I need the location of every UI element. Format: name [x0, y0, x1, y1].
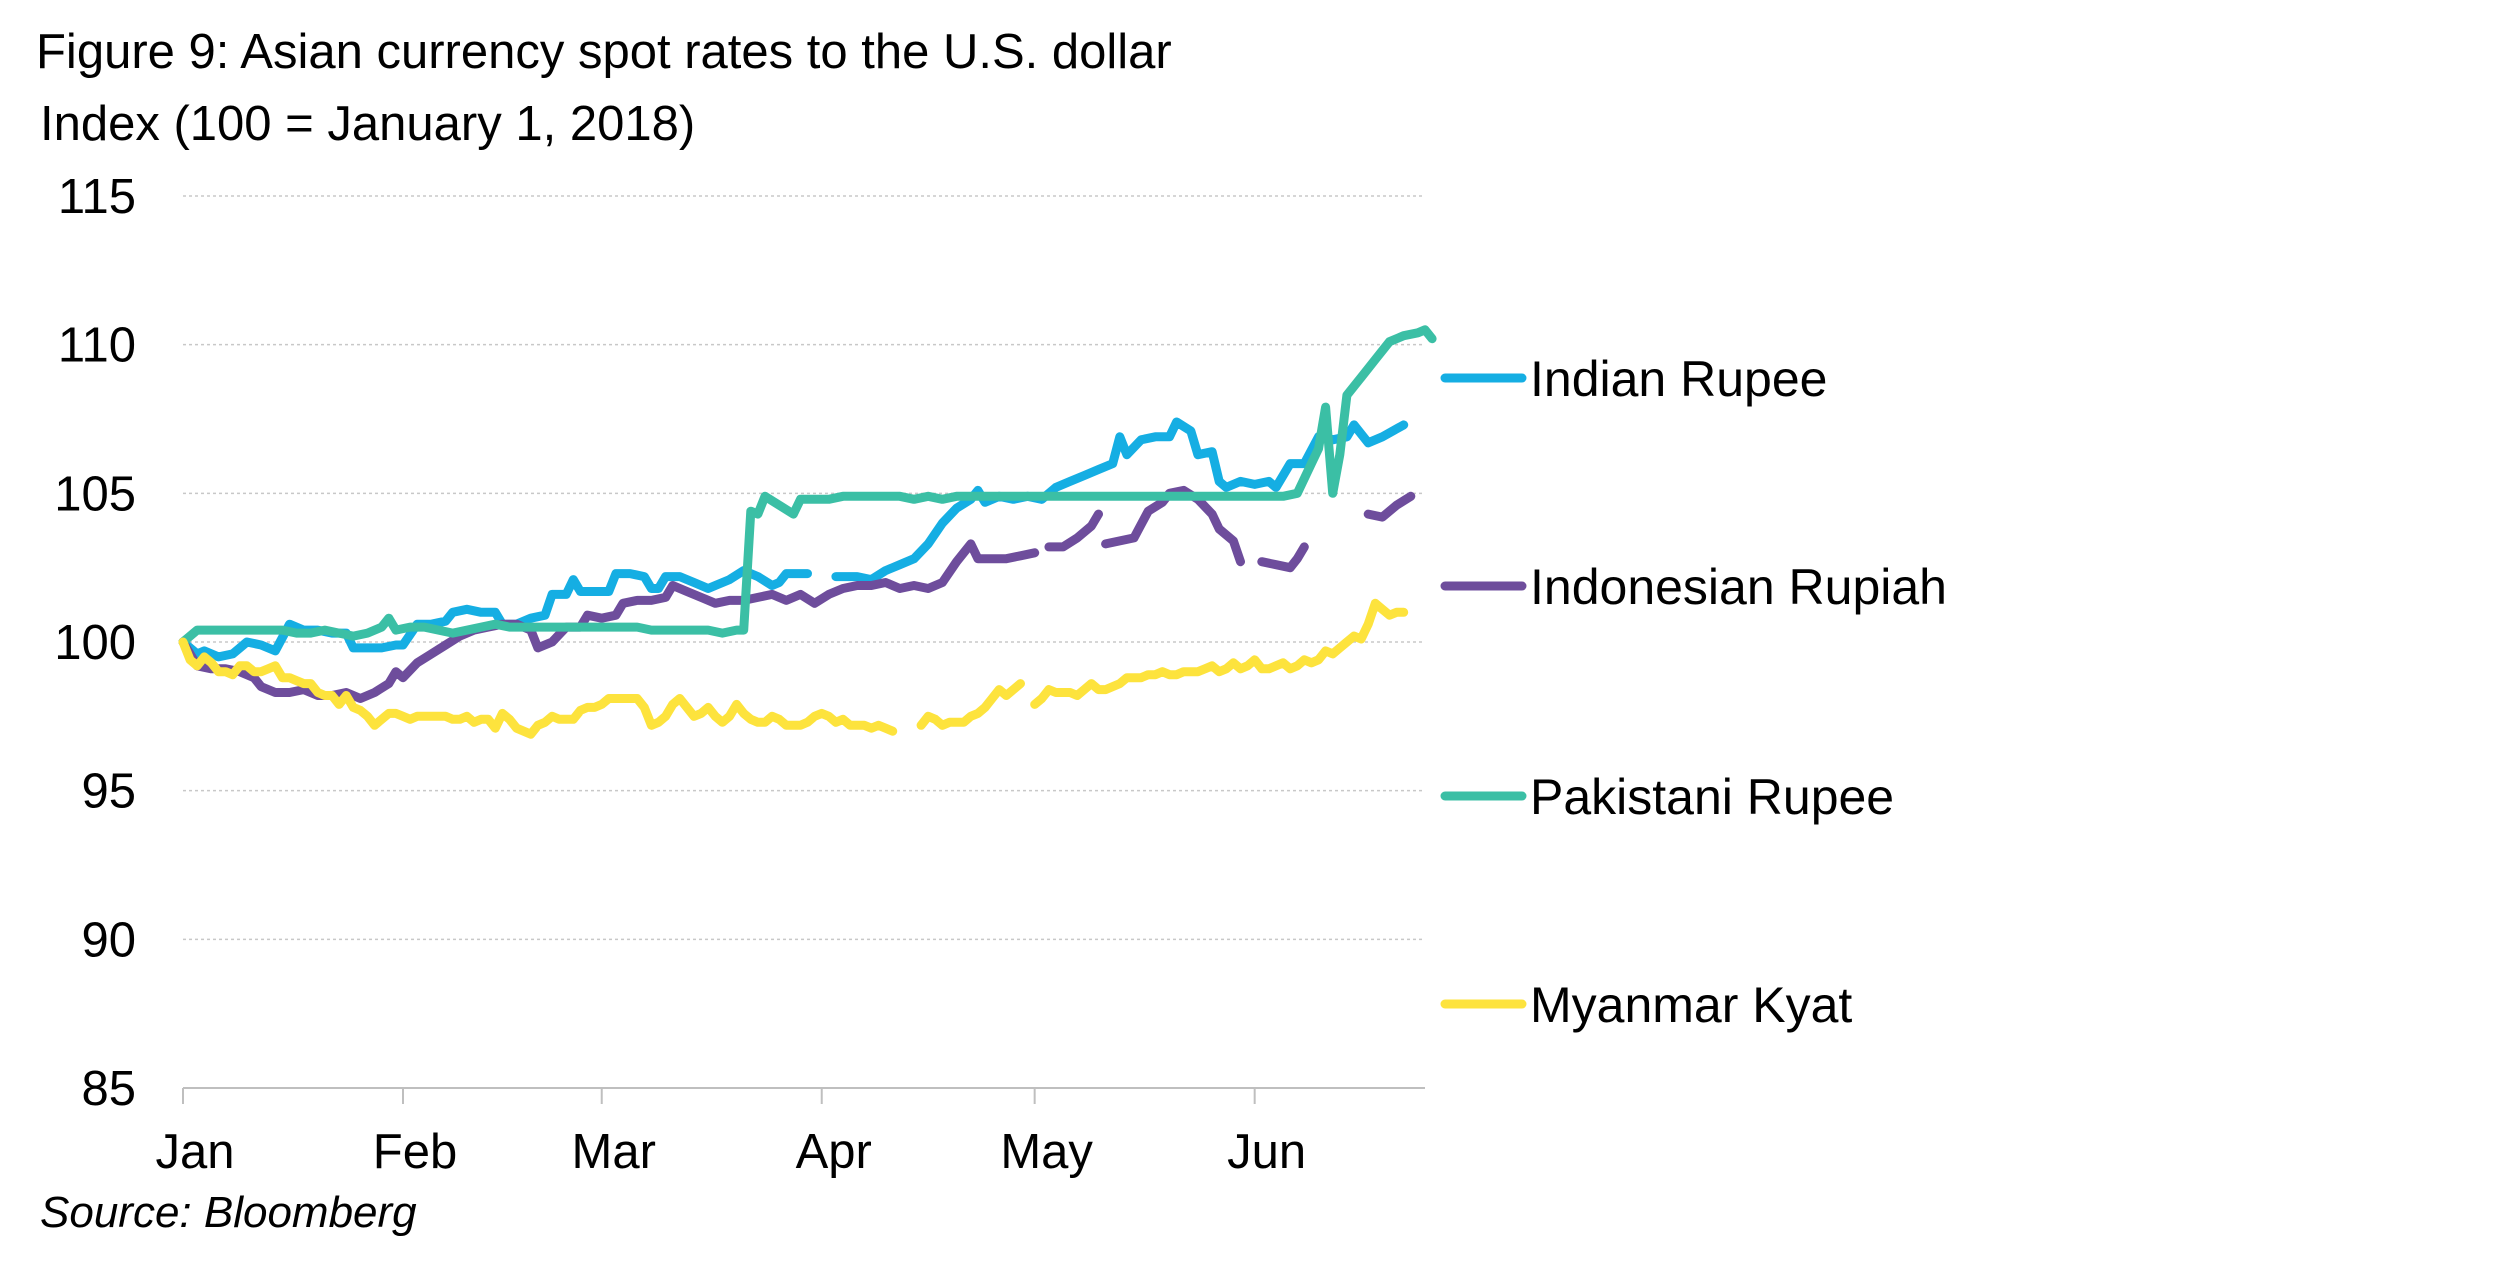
x-tick-label: Feb	[373, 1125, 457, 1179]
chart-subtitle: Index (100 = January 1, 2018)	[40, 97, 696, 151]
y-tick-label: 95	[81, 765, 136, 819]
series-lines	[178, 325, 1437, 739]
legend: Indian Rupee Indonesian Rupiah Pakistani R…	[1440, 351, 1947, 1033]
y-tick-label: 115	[58, 170, 136, 224]
source-note: Source: Bloomberg	[40, 1188, 417, 1237]
y-tick-label: 90	[81, 913, 136, 967]
x-tick-label: Apr	[796, 1125, 872, 1179]
y-tick-label: 85	[81, 1062, 136, 1116]
grid-lines	[183, 195, 1425, 941]
series-line-myanmar-kyat	[178, 598, 1409, 739]
legend-label: Myanmar Kyat	[1530, 977, 1852, 1033]
legend-label: Pakistani Rupee	[1530, 769, 1894, 825]
x-tick-label: Jan	[155, 1125, 234, 1179]
series-line-pakistani-rupee	[178, 325, 1437, 647]
x-tick-label: Mar	[572, 1125, 656, 1179]
y-tick-label: 105	[54, 467, 136, 521]
series-line-indian-rupee	[178, 417, 1409, 662]
x-tick-label: Jun	[1227, 1125, 1306, 1179]
axes: 85 90 95 100 105 110 115 Jan Feb Mar Apr May Jun	[54, 170, 1425, 1179]
legend-label: Indian Rupee	[1530, 351, 1827, 407]
x-tick-label: May	[1000, 1125, 1093, 1179]
chart-title: Figure 9: Asian currency spot rates to t…	[36, 25, 1172, 79]
legend-label: Indonesian Rupiah	[1530, 559, 1947, 615]
y-tick-label: 110	[58, 319, 136, 373]
y-tick-label: 100	[54, 616, 136, 670]
